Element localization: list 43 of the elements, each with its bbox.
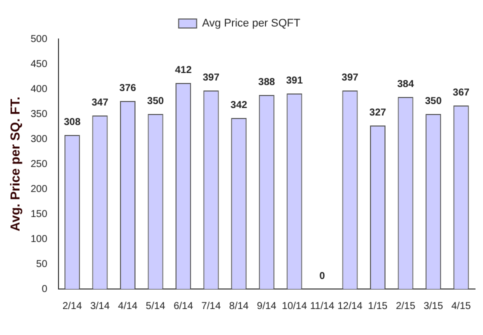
y-axis-title: Avg. Price per SQ. FT. (7, 96, 22, 232)
data-label: 350 (424, 96, 442, 107)
x-tick-label: 2/15 (396, 300, 416, 312)
x-tick-label: 1/15 (368, 300, 388, 312)
x-tick-label: 7/14 (201, 300, 222, 312)
data-label: 397 (202, 72, 220, 84)
x-tick-label: 3/14 (90, 300, 110, 312)
x-tick-label: 3/15 (424, 300, 444, 312)
data-label: 327 (369, 107, 387, 118)
y-tick-label: 100 (30, 234, 48, 245)
y-tick-label: 250 (30, 158, 48, 170)
data-label: 367 (452, 87, 470, 98)
x-tick-label: 8/14 (229, 300, 250, 312)
x-tick-label: 4/15 (451, 300, 472, 312)
data-label: 391 (286, 75, 304, 86)
y-tick-label: 0 (42, 284, 48, 295)
y-tick-label: 350 (30, 108, 48, 120)
data-label: 0 (319, 270, 326, 282)
y-tick-label: 200 (30, 184, 48, 195)
y-tick-label: 400 (30, 84, 48, 95)
y-tick-label: 50 (36, 258, 48, 270)
y-tick-label: 150 (30, 208, 48, 220)
x-tick-label: 6/14 (174, 300, 194, 312)
x-tick-label: 10/14 (282, 300, 308, 312)
x-tick-label: 9/14 (256, 300, 277, 312)
x-tick-label: 12/14 (337, 300, 363, 312)
x-tick-label: 11/14 (310, 300, 335, 312)
data-label: 388 (258, 76, 276, 88)
data-label: 308 (64, 116, 81, 128)
x-tick-label: 2/14 (62, 300, 82, 312)
data-label: 347 (92, 97, 109, 108)
y-tick-label: 300 (30, 134, 48, 145)
data-label: 376 (119, 82, 137, 94)
legend-label: Avg Price per SQFT (202, 18, 301, 30)
data-label: 412 (174, 64, 192, 76)
y-tick-label: 500 (30, 34, 48, 45)
data-label: 342 (230, 100, 248, 111)
x-tick-label: 5/14 (146, 300, 166, 312)
data-label: 350 (147, 96, 164, 107)
data-label: 384 (397, 78, 414, 90)
y-tick-label: 450 (30, 58, 48, 70)
data-label: 397 (342, 72, 359, 84)
x-tick-label: 4/14 (118, 300, 138, 312)
